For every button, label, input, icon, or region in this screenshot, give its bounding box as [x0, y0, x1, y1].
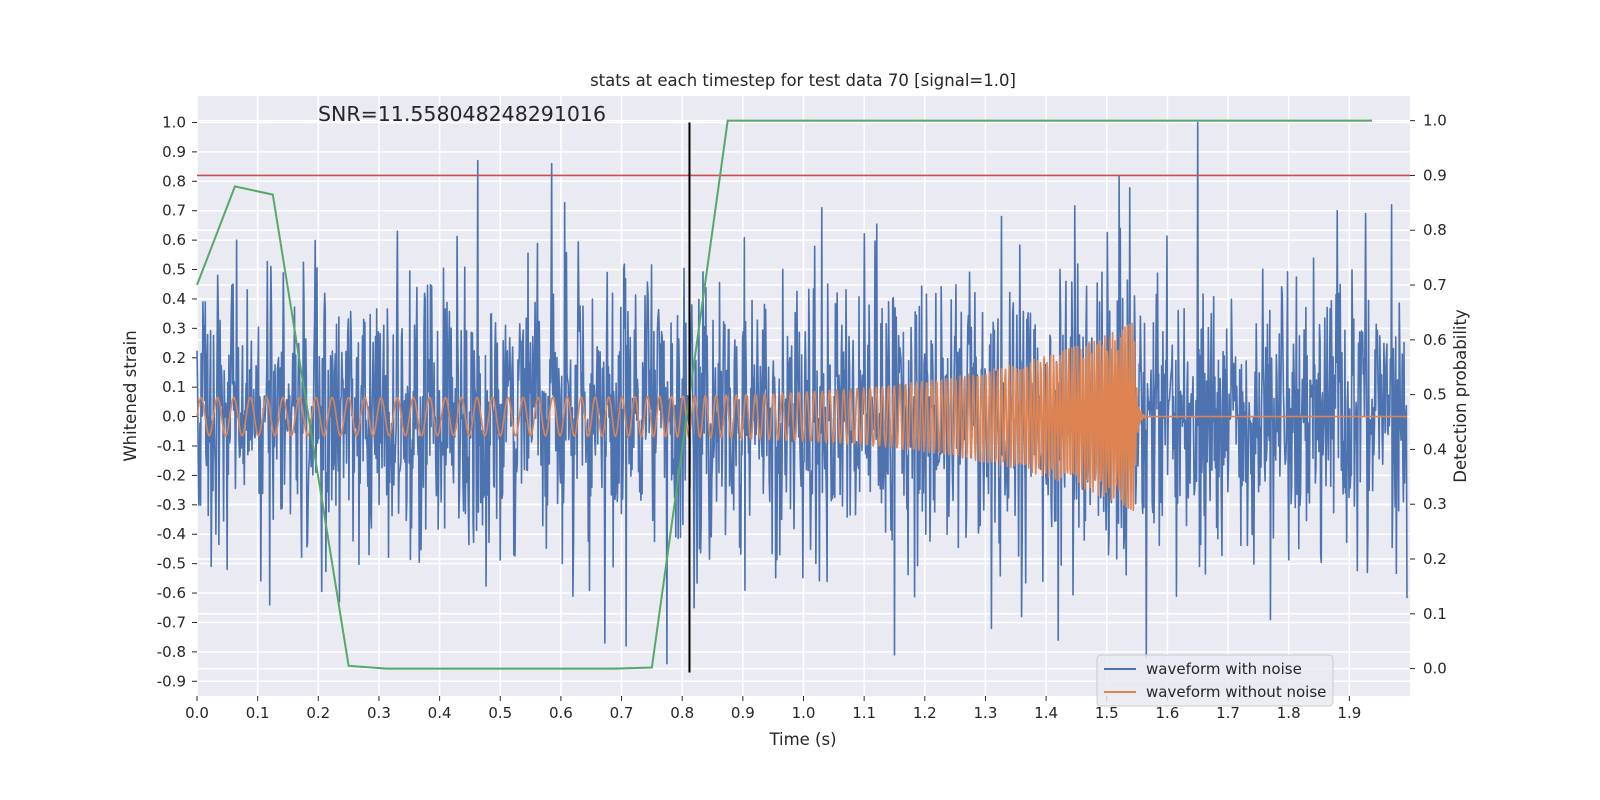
x-tick-label: 0.0 [185, 704, 209, 722]
x-tick-label: 0.9 [731, 704, 755, 722]
y-tick-label: 0.8 [162, 172, 186, 190]
y2-tick-label: 0.1 [1423, 605, 1447, 623]
y-tick-label: -0.5 [157, 555, 186, 573]
y2-tick-label: 0.3 [1423, 495, 1447, 513]
y-tick-label: 1.0 [162, 113, 186, 131]
y-tick-label: -0.7 [157, 613, 186, 631]
x-tick-label: 0.1 [246, 704, 270, 722]
y2-tick-label: 0.2 [1423, 550, 1447, 568]
x-tick-label: 1.7 [1216, 704, 1240, 722]
y2-tick-label: 0.5 [1423, 386, 1447, 404]
y-tick-label: 0.4 [162, 290, 186, 308]
x-tick-label: 1.2 [913, 704, 937, 722]
y2-tick-label: 0.4 [1423, 440, 1447, 458]
x-tick-label: 1.3 [974, 704, 998, 722]
y-tick-label: -0.4 [157, 525, 186, 543]
series-group [196, 119, 1410, 673]
y-tick-label: -0.8 [157, 643, 186, 661]
x-tick-label: 0.2 [306, 704, 330, 722]
x-tick-label: 0.8 [670, 704, 694, 722]
legend: waveform with noise waveform without noi… [1096, 654, 1334, 707]
x-tick-label: 1.5 [1095, 704, 1119, 722]
x-tick-label: 1.9 [1337, 704, 1361, 722]
x-tick-label: 1.4 [1034, 704, 1058, 722]
x-tick-label: 1.8 [1277, 704, 1301, 722]
y2-tick-label: 0.6 [1423, 331, 1447, 349]
y-tick-label: -0.9 [157, 672, 186, 690]
y2-tick-label: 0.0 [1423, 660, 1447, 678]
y-axis-ticks: 1.0 0.9 0.8 0.7 0.6 0.5 0.4 0.3 0.2 0.1 0.0 -0.1 -0.… [157, 113, 197, 690]
y2-axis-ticks: 1.0 0.9 0.8 0.7 0.6 0.5 0.4 0.3 0.2 0.1 0.0 [1410, 112, 1447, 678]
y-axis-label: Whitened strain [121, 330, 140, 461]
y2-tick-label: 0.8 [1423, 221, 1447, 239]
series-line-probability [196, 119, 1373, 670]
y-tick-label: 0.0 [162, 408, 186, 426]
series-line-noise [196, 121, 1408, 665]
x-tick-label: 0.5 [488, 704, 512, 722]
y-tick-label: -0.6 [157, 584, 186, 602]
series-line-clean [196, 322, 1408, 512]
chart-title: stats at each timestep for test data 70 … [590, 71, 1016, 90]
y2-tick-label: 0.9 [1423, 166, 1447, 184]
x-tick-label: 1.6 [1155, 704, 1179, 722]
legend-label-clean: waveform without noise [1146, 683, 1326, 701]
x-tick-label: 0.7 [610, 704, 634, 722]
legend-box [1096, 654, 1334, 707]
y2-tick-label: 1.0 [1423, 112, 1447, 130]
y-tick-label: 0.3 [162, 319, 186, 337]
x-axis-ticks: 0.0 0.1 0.2 0.3 0.4 0.5 0.6 0.7 0.8 0.9 1.0 1.1 1.2 1… [185, 696, 1361, 722]
y-tick-label: 0.7 [162, 202, 186, 220]
x-tick-label: 0.6 [549, 704, 573, 722]
x-tick-label: 1.0 [792, 704, 816, 722]
snr-annotation: SNR=11.558048248291016 [318, 102, 606, 126]
y-tick-label: -0.2 [157, 466, 186, 484]
y-tick-label: 0.6 [162, 231, 186, 249]
legend-label-noise: waveform with noise [1146, 660, 1302, 678]
x-tick-label: 0.4 [428, 704, 452, 722]
x-tick-label: 1.1 [852, 704, 876, 722]
y-tick-label: 0.2 [162, 349, 186, 367]
y2-axis-label: Detection probability [1451, 309, 1470, 483]
y2-tick-label: 0.7 [1423, 276, 1447, 294]
x-axis-label: Time (s) [768, 730, 836, 749]
y-tick-label: -0.1 [157, 437, 186, 455]
y-tick-label: 0.1 [162, 378, 186, 396]
x-tick-label: 0.3 [367, 704, 391, 722]
y-tick-label: -0.3 [157, 496, 186, 514]
y-tick-label: 0.5 [162, 261, 186, 279]
y-tick-label: 0.9 [162, 143, 186, 161]
